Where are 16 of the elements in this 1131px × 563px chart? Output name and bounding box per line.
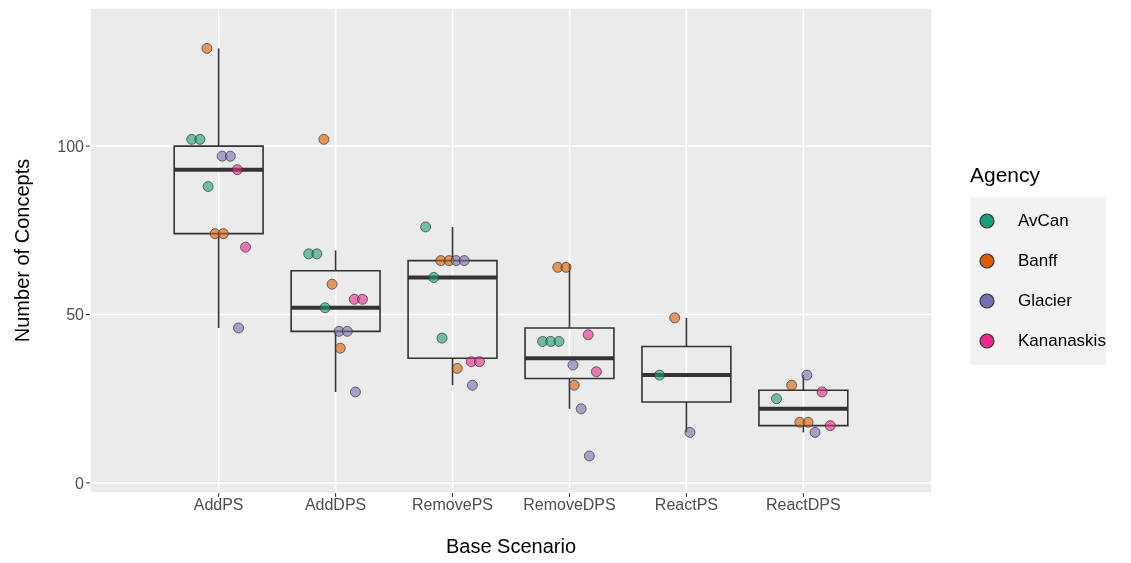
legend-label: AvCan bbox=[1018, 211, 1069, 231]
x-tick-label: ReactPS bbox=[654, 496, 718, 514]
y-tick-label: 100 bbox=[57, 137, 85, 155]
x-tick-label: AddDPS bbox=[304, 496, 367, 514]
x-tick-label: ReactDPS bbox=[766, 496, 841, 514]
x-tick-label: RemovePS bbox=[412, 496, 493, 514]
x-tick-label: AddPS bbox=[193, 496, 244, 514]
y-tick-label: 50 bbox=[66, 306, 85, 324]
legend-label: Kananaskis bbox=[1018, 331, 1106, 351]
y-tick-label: 0 bbox=[75, 474, 85, 492]
x-axis-title: Base Scenario bbox=[445, 535, 577, 557]
legend-label: Banff bbox=[1018, 251, 1058, 271]
x-tick-label: RemoveDPS bbox=[523, 496, 616, 514]
y-axis-title: Number of Concepts bbox=[11, 158, 34, 343]
legend-label: Glacier bbox=[1018, 291, 1072, 311]
legend-title: Agency bbox=[970, 163, 1042, 187]
